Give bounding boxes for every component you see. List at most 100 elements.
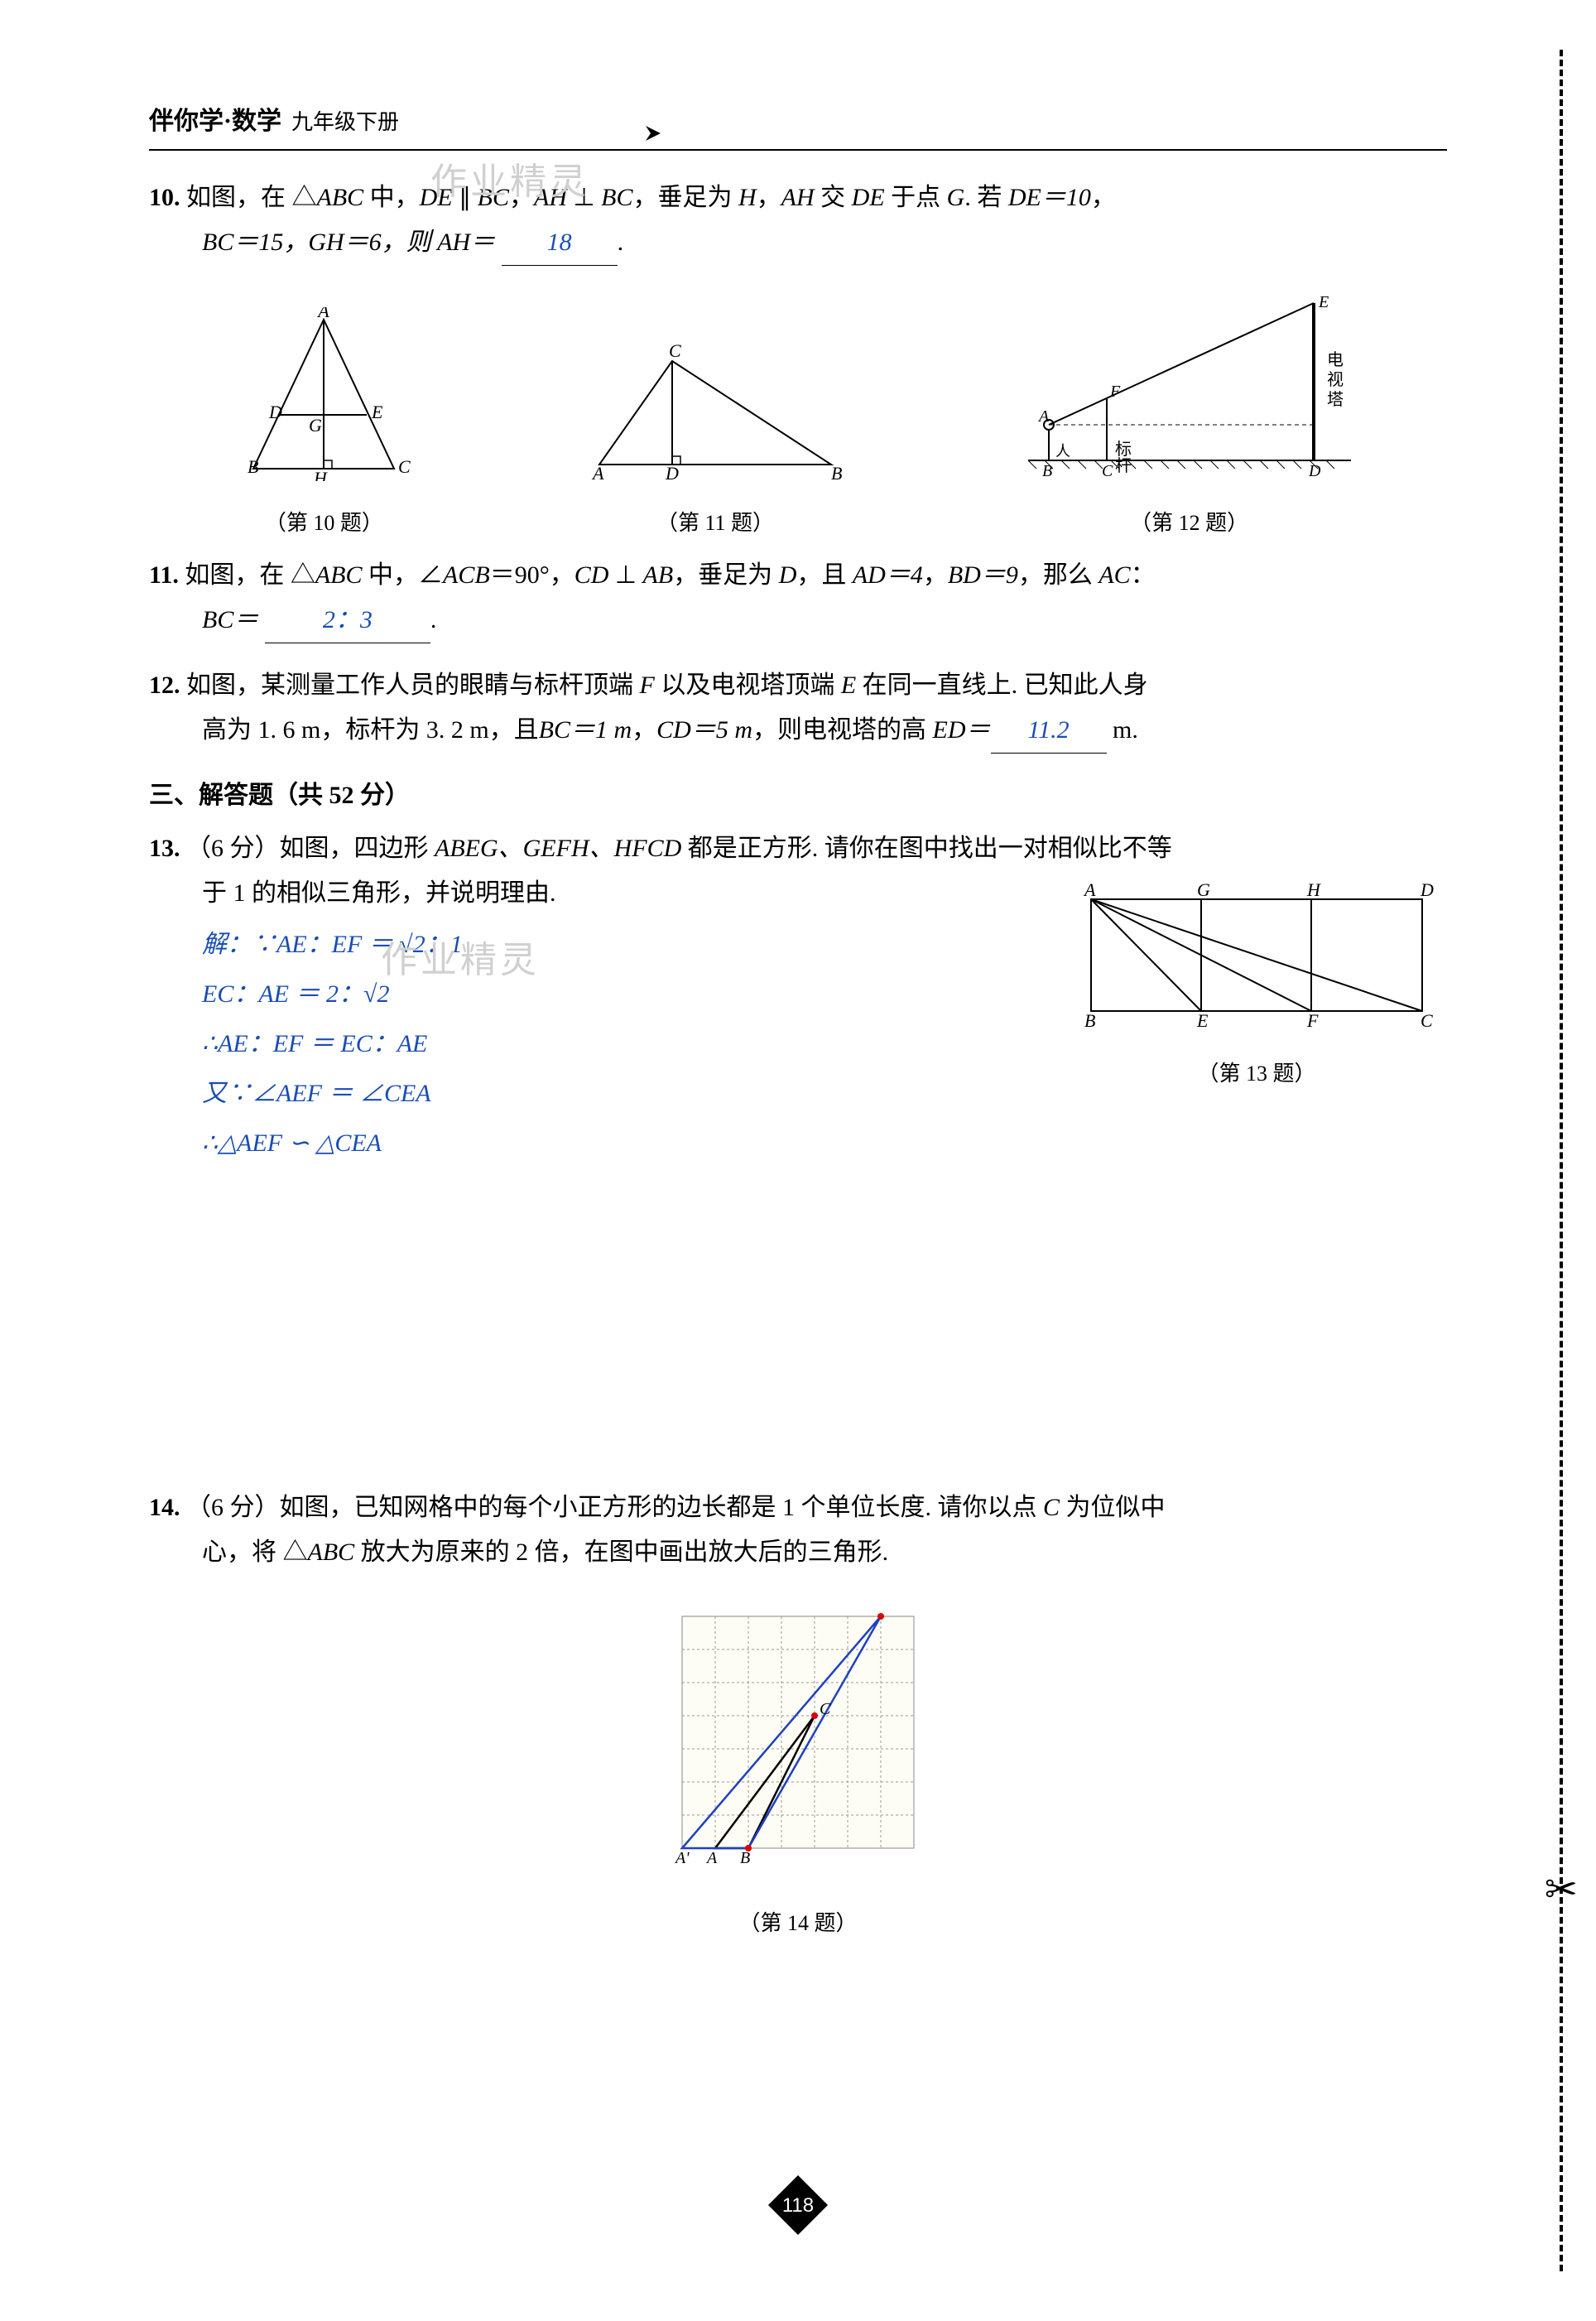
page-content: 伴你学·数学 九年级下册 作业精灵 10. 如图，在 △ABC 中，DE ∥ B…: [0, 0, 1596, 2030]
svg-text:B: B: [1042, 462, 1052, 480]
svg-text:C: C: [1102, 462, 1113, 480]
t: .: [430, 606, 437, 633]
page-header: 伴你学·数学 九年级下册: [149, 99, 1447, 151]
svg-text:A: A: [1083, 883, 1096, 900]
q13-sol4: 又∵∠AEF ＝ ∠CEA: [202, 1071, 1066, 1116]
t: 如图，在 △: [185, 561, 315, 589]
t: AD＝4: [853, 561, 923, 589]
figure-10: A B C D E G H （第 10 题）: [233, 307, 415, 543]
t: . 若: [964, 184, 1008, 211]
t: 为位似中: [1060, 1494, 1166, 1521]
t: BC＝15，GH＝6，则 AH＝: [202, 229, 495, 256]
t: 都是正方形. 请你在图中找出一对相似比不等: [681, 835, 1172, 862]
t: DE: [420, 184, 453, 211]
svg-text:塔: 塔: [1327, 390, 1344, 409]
svg-text:A: A: [317, 307, 330, 321]
q12-answer: 11.2: [991, 708, 1107, 754]
svg-text:A: A: [705, 1849, 718, 1867]
svg-text:人: 人: [1055, 443, 1070, 460]
t: 心，将 △: [202, 1539, 308, 1566]
t: ABC: [317, 184, 364, 211]
q14-num: 14.: [149, 1494, 180, 1521]
figure-10-caption: （第 10 题）: [233, 504, 415, 543]
figure-11: A B C D （第 11 题）: [583, 340, 848, 543]
t: AB: [643, 561, 674, 589]
svg-text:A': A': [674, 1849, 690, 1867]
q11-answer: 2：3: [265, 598, 430, 643]
t: .: [618, 229, 624, 256]
figure-10-svg: A B C D E G H: [233, 307, 415, 481]
t: ⊥: [608, 561, 642, 589]
svg-text:D: D: [268, 402, 282, 422]
svg-text:C: C: [1421, 1010, 1433, 1031]
t: 如图，某测量工作人员的眼睛与标杆顶端: [186, 672, 640, 699]
t: ，: [923, 561, 948, 589]
t: ABEG、GEFH、HFCD: [435, 835, 681, 862]
t: 以及电视塔顶端: [655, 672, 841, 699]
q14-text: （6 分）如图，已知网格中的每个小正方形的边长都是 1 个单位长度. 请你以点 …: [186, 1494, 1166, 1521]
svg-text:E: E: [1196, 1010, 1209, 1031]
figure-12: A B C D E F 人 标 杆 电 视 塔 （第 12 题）: [1016, 291, 1363, 543]
page-number-text: 118: [782, 2194, 814, 2217]
svg-text:杆: 杆: [1115, 456, 1132, 475]
t: BC＝1 m: [539, 716, 632, 744]
svg-text:C: C: [398, 456, 411, 477]
header-subtitle: 九年级下册: [291, 104, 399, 142]
q13-text: （6 分）如图，四边形 ABEG、GEFH、HFCD 都是正方形. 请你在图中找…: [186, 835, 1172, 862]
t: DE: [852, 184, 885, 211]
svg-text:D: D: [665, 463, 679, 481]
q11-line2: BC＝ 2：3.: [149, 598, 1447, 643]
t: ，垂足为: [633, 184, 739, 211]
t: CD: [574, 561, 609, 589]
q13-num: 13.: [149, 835, 180, 862]
section-3-heading: 三、解答题（共 52 分）: [149, 773, 1447, 818]
t: ，垂足为: [673, 561, 779, 589]
t: ，: [757, 184, 781, 211]
t: F: [640, 672, 655, 699]
svg-text:D: D: [1420, 883, 1434, 900]
t: 如图，在 △: [186, 184, 317, 211]
t: 交: [815, 184, 852, 211]
svg-text:G: G: [1197, 883, 1210, 900]
svg-text:C: C: [820, 1700, 831, 1718]
t: ⊥: [567, 184, 601, 211]
t: m.: [1107, 716, 1138, 744]
figure-11-svg: A B C D: [583, 340, 848, 481]
t: BC: [478, 184, 509, 211]
q13-row: 作业精灵 解：∵AE：EF ＝ √2：1 EC：AE ＝ 2：√2 ∴AE：EF…: [149, 916, 1447, 1171]
t: ，则电视塔的高: [752, 716, 933, 744]
figure-13-caption: （第 13 题）: [1066, 1055, 1447, 1094]
t: ：: [1131, 561, 1156, 589]
t: ED＝: [933, 716, 991, 744]
t: ，: [632, 716, 656, 744]
header-arrow-icon: [646, 111, 669, 156]
svg-text:B: B: [248, 456, 258, 477]
svg-text:B: B: [831, 463, 842, 481]
svg-text:H: H: [313, 468, 328, 481]
figures-row-1: A B C D E G H （第 10 题） A B C D （第 11 题）: [149, 291, 1447, 543]
fig12-pole-label: 标: [1115, 440, 1132, 459]
t: AH: [781, 184, 815, 211]
t: ，且: [796, 561, 853, 589]
svg-text:F: F: [1306, 1010, 1319, 1031]
q10-text: 如图，在 △ABC 中，DE ∥ BC，AH ⊥ BC，垂足为 H，AH 交 D…: [186, 184, 1116, 211]
t: 放大为原来的 2 倍，在图中画出放大后的三角形.: [354, 1539, 888, 1566]
q10-answer: 18: [502, 220, 618, 266]
figure-13-svg: A G H D B E F C: [1074, 883, 1439, 1032]
svg-text:A: A: [1037, 407, 1050, 426]
figure-12-svg: A B C D E F 人 标 杆 电 视 塔: [1016, 291, 1363, 481]
question-12: 12. 如图，某测量工作人员的眼睛与标杆顶端 F 以及电视塔顶端 E 在同一直线…: [149, 663, 1447, 754]
t: 在同一直线上. 已知此人身: [856, 672, 1148, 699]
t: 高为 1. 6 m，标杆为 3. 2 m，且: [202, 716, 539, 744]
figure-14-svg: A' A B C: [657, 1608, 939, 1881]
t: AC: [1098, 561, 1130, 589]
t: ACB: [443, 561, 490, 589]
figure-14: A' A B C （第 14 题）: [149, 1608, 1447, 1943]
t: G: [947, 184, 965, 211]
svg-text:B: B: [740, 1849, 750, 1867]
t: ABC: [315, 561, 363, 589]
q13-sol5: ∴△AEF ∽ △CEA: [202, 1121, 1066, 1166]
q13-sol1: 解：∵AE：EF ＝ √2：1: [202, 922, 1066, 967]
q10-line2: BC＝15，GH＝6，则 AH＝ 18.: [149, 220, 1447, 266]
t: H: [738, 184, 757, 211]
